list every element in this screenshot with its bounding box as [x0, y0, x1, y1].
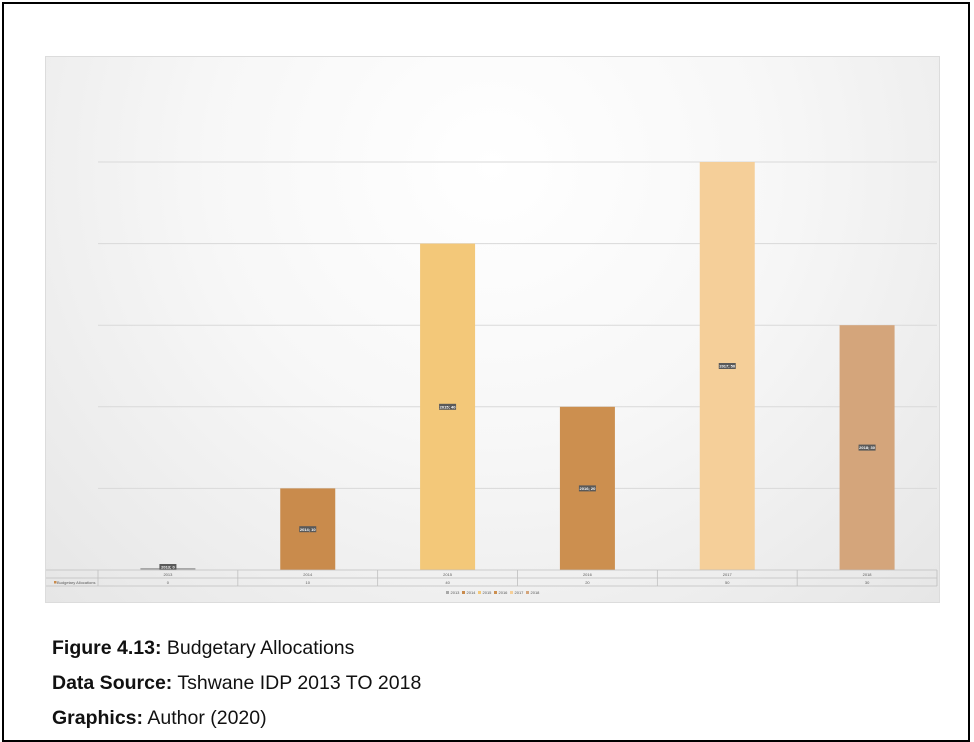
figure-text: Budgetary Allocations — [161, 637, 355, 659]
source-text: Tshwane IDP 2013 TO 2018 — [172, 672, 422, 694]
graphics-text: Author (2020) — [143, 707, 267, 729]
legend-label: 2016 — [499, 590, 509, 595]
category-label: 2017 — [723, 572, 733, 577]
data-label-box — [299, 526, 317, 533]
data-label: 2017; 50 — [719, 364, 736, 369]
category-label: 2014 — [303, 572, 313, 577]
legend-label: 2015 — [483, 590, 493, 595]
table-value: 50 — [725, 580, 730, 585]
legend-swatch — [510, 591, 513, 594]
legend-swatch — [462, 591, 465, 594]
table-value: 30 — [865, 580, 870, 585]
table-value: 0 — [167, 580, 170, 585]
table-series-key — [54, 581, 57, 584]
data-label: 2016; 20 — [580, 486, 597, 491]
data-label-box — [578, 485, 596, 492]
category-label: 2015 — [443, 572, 453, 577]
data-label: 2013; 0 — [161, 565, 175, 570]
figure-label: Figure 4.13: — [52, 637, 162, 659]
table-row-label: Budgetary Allocations — [57, 580, 95, 585]
table-value: 10 — [306, 580, 311, 585]
data-label-box — [718, 363, 736, 369]
bar-chart: 2013; 0 2014; 10 2015; 40 2016; 20 2017; 50 2… — [46, 161, 938, 595]
legend-swatch — [446, 591, 449, 594]
source-label: Data Source: — [52, 672, 173, 694]
data-label: 2018; 30 — [859, 445, 876, 450]
source-caption: Data Source: Tshwane IDP 2013 TO 2018 — [52, 672, 421, 695]
figure-caption: Figure 4.13: Budgetary Allocations — [52, 637, 354, 660]
legend-swatch — [494, 591, 497, 594]
table-value: 20 — [585, 580, 590, 585]
category-label: 2016 — [583, 572, 593, 577]
legend-swatch — [478, 591, 481, 594]
category-label: 2013 — [163, 572, 173, 577]
graphics-caption: Graphics: Author (2020) — [52, 707, 267, 730]
data-label-box — [858, 444, 876, 451]
legend-label: 2017 — [515, 590, 525, 595]
legend-label: 2013 — [451, 590, 461, 595]
graphics-label: Graphics: — [52, 707, 144, 729]
data-label: 2015; 40 — [440, 404, 457, 409]
data-label: 2014; 10 — [300, 527, 317, 532]
data-label-box — [439, 403, 457, 410]
legend-label: 2014 — [467, 590, 477, 595]
data-label-box — [159, 564, 177, 570]
chart-area: 2013; 0 2014; 10 2015; 40 2016; 20 2017; 50 2… — [45, 56, 940, 603]
legend-swatch — [526, 591, 529, 594]
table-value: 40 — [445, 580, 450, 585]
legend-label: 2018 — [531, 590, 541, 595]
category-label: 2018 — [863, 572, 873, 577]
